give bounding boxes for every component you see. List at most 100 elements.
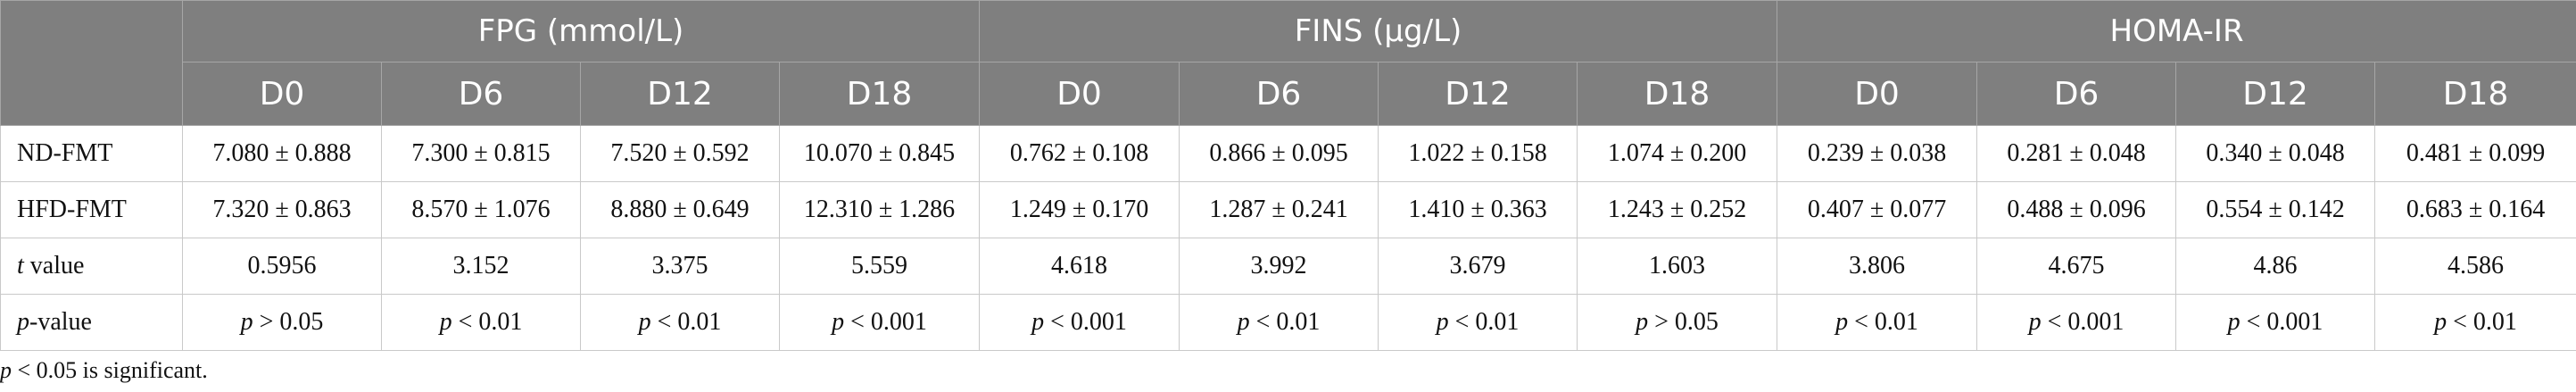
p-value-text: < 0.01 (2453, 308, 2517, 336)
table-cell: 7.080 ± 0.888 (182, 125, 382, 182)
table-cell: p < 0.01 (381, 294, 581, 351)
p-symbol: p (1636, 308, 1649, 336)
header-day-cell: D6 (1179, 62, 1379, 126)
table-cell: p < 0.001 (979, 294, 1180, 351)
header-day-cell: D18 (1577, 62, 1778, 126)
table-cell: 3.806 (1777, 238, 1978, 295)
header-corner-cell (0, 0, 183, 126)
results-table: FPG (mmol/L) FINS (μg/L) HOMA-IR D0 D6 D… (0, 0, 2576, 351)
p-symbol: p (1031, 308, 1045, 336)
table-cell: 5.559 (778, 238, 981, 295)
table-cell: 4.675 (1976, 238, 2177, 295)
header-day-cell: D0 (1777, 62, 1978, 126)
table-cell: p < 0.001 (2175, 294, 2376, 351)
p-value-text: < 0.01 (657, 308, 722, 336)
table-cell: p < 0.001 (1976, 294, 2177, 351)
header-day-cell: D0 (979, 62, 1180, 126)
p-value-text: > 0.05 (1654, 308, 1719, 336)
header-day-cell: D12 (580, 62, 780, 126)
table-cell: 0.683 ± 0.164 (2374, 181, 2576, 238)
table-cell: 3.679 (1378, 238, 1578, 295)
table-cell: 7.520 ± 0.592 (580, 125, 780, 182)
table-cell: 0.5956 (182, 238, 382, 295)
row-label: t value (0, 238, 183, 295)
table-cell: 1.243 ± 0.252 (1577, 181, 1778, 238)
table-cell: 1.249 ± 0.170 (979, 181, 1180, 238)
row-label-italic: p (17, 308, 29, 336)
header-group-row: FPG (mmol/L) FINS (μg/L) HOMA-IR (0, 0, 2576, 126)
table-cell: p < 0.01 (1378, 294, 1578, 351)
row-label: HFD-FMT (0, 181, 183, 238)
header-day-cell: D0 (182, 62, 382, 126)
p-symbol: p (638, 308, 651, 336)
table-cell: 1.074 ± 0.200 (1577, 125, 1778, 182)
p-value-text: < 0.01 (1255, 308, 1321, 336)
footnote-text: < 0.05 is significant. (12, 357, 208, 383)
table-cell: 4.618 (979, 238, 1180, 295)
header-day-cell: D6 (1976, 62, 2177, 126)
row-label: p-value (0, 294, 183, 351)
p-symbol: p (2028, 308, 2042, 336)
table-row-nd-fmt: ND-FMT 7.080 ± 0.888 7.300 ± 0.815 7.520… (0, 125, 2576, 182)
table-cell: 1.287 ± 0.241 (1179, 181, 1379, 238)
table-cell: 3.152 (381, 238, 581, 295)
p-symbol: p (2434, 308, 2448, 336)
p-symbol: p (439, 308, 452, 336)
table-cell: 7.320 ± 0.863 (182, 181, 382, 238)
table-cell: 4.86 (2175, 238, 2376, 295)
p-symbol: p (832, 308, 845, 336)
table-row-t-value: t value 0.5956 3.152 3.375 5.559 4.618 3… (0, 238, 2576, 295)
table-row-hfd-fmt: HFD-FMT 7.320 ± 0.863 8.570 ± 1.076 8.88… (0, 181, 2576, 238)
table-cell: 0.407 ± 0.077 (1777, 181, 1978, 238)
table-cell: 0.554 ± 0.142 (2175, 181, 2376, 238)
table-cell: p < 0.001 (778, 294, 981, 351)
header-group-fins: FINS (μg/L) (979, 0, 1778, 63)
table-cell: p < 0.01 (1179, 294, 1379, 351)
table-cell: 3.375 (580, 238, 780, 295)
table-cell: p > 0.05 (182, 294, 382, 351)
p-symbol: p (1237, 308, 1250, 336)
p-value-text: < 0.01 (458, 308, 523, 336)
row-label-rest: -value (29, 308, 92, 336)
footnote-p-symbol: p (0, 357, 12, 383)
table-cell: 0.866 ± 0.095 (1179, 125, 1379, 182)
p-symbol: p (1835, 308, 1849, 336)
table-cell: 1.603 (1577, 238, 1778, 295)
p-value-text: < 0.001 (2047, 308, 2125, 336)
table-cell: 10.070 ± 0.845 (778, 125, 981, 182)
table-cell: 3.992 (1179, 238, 1379, 295)
p-value-text: < 0.001 (2246, 308, 2323, 336)
row-label: ND-FMT (0, 125, 183, 182)
table-cell: p < 0.01 (2374, 294, 2576, 351)
table-cell: 8.570 ± 1.076 (381, 181, 581, 238)
header-group-fpg: FPG (mmol/L) (181, 0, 981, 63)
results-table-container: FPG (mmol/L) FINS (μg/L) HOMA-IR D0 D6 D… (0, 0, 2576, 351)
table-cell: 7.300 ± 0.815 (381, 125, 581, 182)
table-cell: 4.586 (2374, 238, 2576, 295)
p-symbol: p (1436, 308, 1449, 336)
header-day-cell: D6 (381, 62, 581, 126)
table-row-p-value: p-value p > 0.05 p < 0.01 p < 0.01 p < 0… (0, 294, 2576, 351)
p-value-text: < 0.001 (850, 308, 927, 336)
table-header: FPG (mmol/L) FINS (μg/L) HOMA-IR D0 D6 D… (0, 0, 2576, 126)
header-day-cell: D18 (2374, 62, 2576, 126)
p-value-text: < 0.001 (1050, 308, 1127, 336)
table-cell: p < 0.01 (1777, 294, 1978, 351)
row-label-rest: value (23, 252, 85, 279)
table-cell: 0.281 ± 0.048 (1976, 125, 2177, 182)
table-cell: 1.410 ± 0.363 (1378, 181, 1578, 238)
p-symbol: p (240, 308, 253, 336)
table-cell: p < 0.01 (580, 294, 780, 351)
header-group-homa-ir: HOMA-IR (1777, 0, 2576, 63)
table-cell: 0.239 ± 0.038 (1777, 125, 1978, 182)
p-value-text: < 0.01 (1454, 308, 1520, 336)
table-cell: 0.762 ± 0.108 (979, 125, 1180, 182)
table-cell: 0.488 ± 0.096 (1976, 181, 2177, 238)
header-day-cell: D18 (778, 62, 981, 126)
table-cell: p > 0.05 (1577, 294, 1778, 351)
p-value-text: < 0.01 (1854, 308, 1918, 336)
table-cell: 0.340 ± 0.048 (2175, 125, 2376, 182)
p-symbol: p (2227, 308, 2241, 336)
row-label-italic: t (17, 252, 24, 279)
table-footnote: p < 0.05 is significant. (0, 357, 208, 384)
